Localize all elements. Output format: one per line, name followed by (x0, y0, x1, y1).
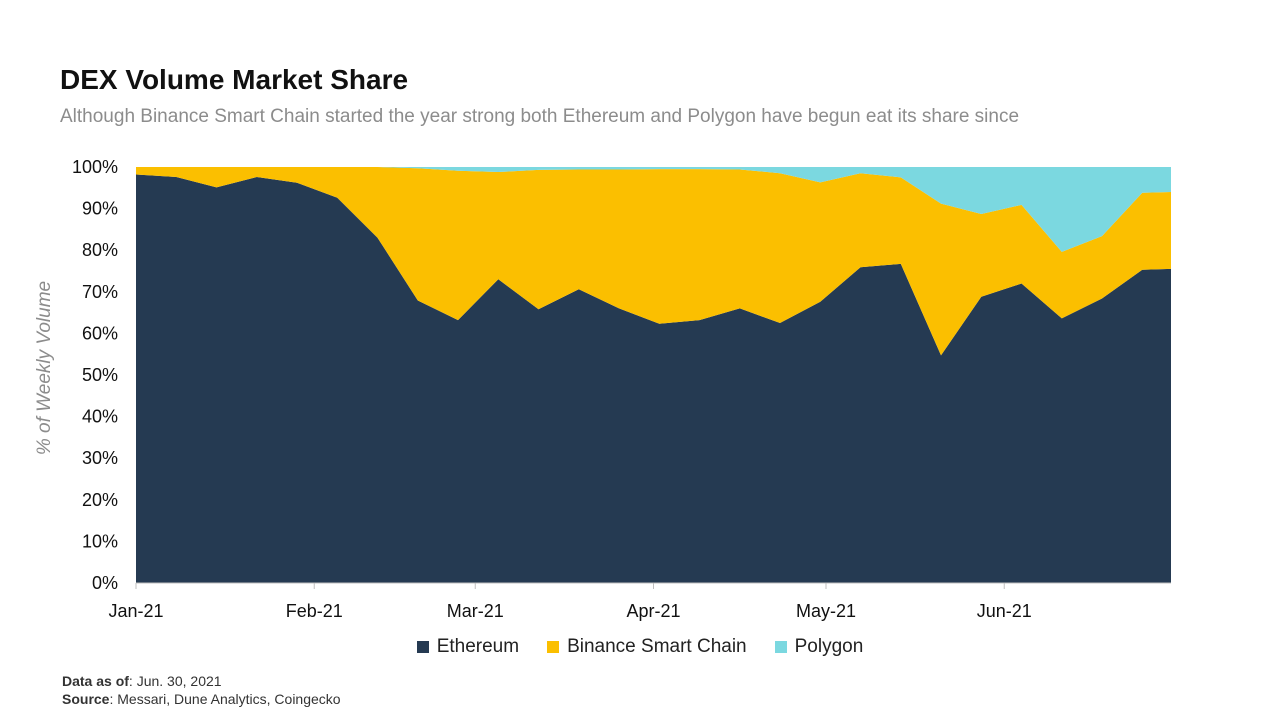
y-axis: 0% 10% 20% 30% 40% 50% 60% 70% 80% 90% 100% (72, 157, 118, 593)
x-tick-label: Jan-21 (108, 601, 163, 621)
data-as-of-value: : Jun. 30, 2021 (128, 673, 222, 689)
y-tick-label: 70% (82, 282, 118, 302)
chart-subtitle: Although Binance Smart Chain started the… (60, 106, 1020, 127)
x-tick-label: Apr-21 (626, 601, 680, 621)
y-axis-label: % of Weekly Volume (34, 281, 55, 455)
area-series-group (136, 167, 1171, 583)
legend-swatch-ethereum (416, 641, 429, 653)
legend-swatch-polygon (774, 641, 787, 653)
legend-item-ethereum: Ethereum (416, 636, 520, 658)
y-tick-label: 10% (82, 531, 118, 551)
legend-item-polygon: Polygon (774, 636, 864, 658)
x-tick-label: Feb-21 (286, 601, 343, 621)
y-tick-label: 20% (82, 490, 118, 510)
stacked-area-chart: 0% 10% 20% 30% 40% 50% 60% 70% 80% 90% 100% Jan-21… (34, 157, 1171, 621)
y-tick-label: 100% (72, 157, 118, 177)
y-tick-label: 0% (92, 573, 118, 593)
chart-title: DEX Volume Market Share (60, 64, 409, 95)
x-axis: Jan-21 Feb-21 Mar-21 Apr-21 May-21 Jun-21 (108, 582, 1171, 621)
x-tick-label: Mar-21 (447, 601, 504, 621)
legend-label-polygon: Polygon (794, 636, 864, 657)
y-tick-label: 90% (82, 199, 118, 219)
legend-label-binance: Binance Smart Chain (567, 636, 747, 657)
legend-label-ethereum: Ethereum (436, 636, 520, 657)
data-as-of-line: Data as of: Jun. 30, 2021 (62, 672, 341, 690)
source-label: Source (62, 691, 110, 707)
legend-item-binance: Binance Smart Chain (547, 636, 747, 658)
source-value: : Messari, Dune Analytics, Coingecko (109, 691, 341, 707)
source-line: Source: Messari, Dune Analytics, Coingec… (62, 690, 341, 708)
y-tick-label: 80% (82, 240, 118, 260)
area-binance-smart-chain (136, 167, 1171, 356)
x-tick-label: May-21 (796, 601, 856, 621)
y-tick-label: 50% (82, 365, 118, 385)
y-tick-label: 40% (82, 407, 118, 427)
y-tick-label: 60% (82, 323, 118, 343)
legend-swatch-binance (547, 641, 560, 653)
area-polygon (136, 167, 1171, 252)
data-as-of-label: Data as of (62, 673, 129, 689)
y-tick-label: 30% (82, 448, 118, 468)
chart-footer: Data as of: Jun. 30, 2021 Source: Messar… (62, 672, 341, 708)
area-ethereum (136, 174, 1171, 583)
x-tick-label: Jun-21 (977, 601, 1032, 621)
chart-legend: Ethereum Binance Smart Chain Polygon (0, 636, 1280, 658)
